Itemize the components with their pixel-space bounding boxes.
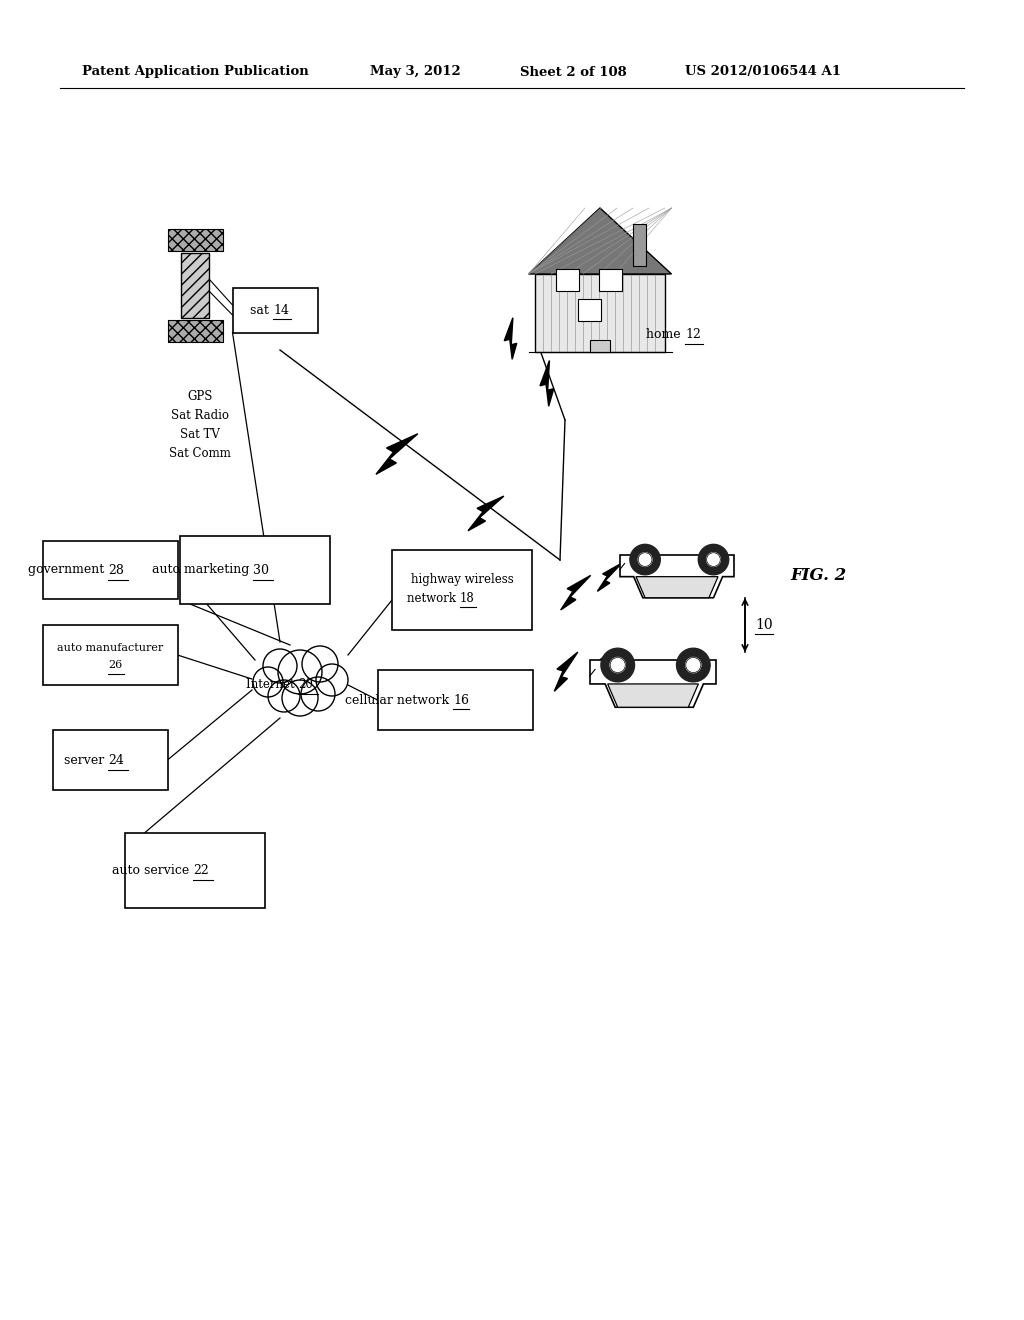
Polygon shape (607, 684, 698, 708)
Bar (52, 730, 168, 789)
Text: home: home (646, 329, 685, 342)
Text: Sat Radio: Sat Radio (171, 409, 229, 422)
Bar (392, 550, 532, 630)
Text: 28: 28 (108, 564, 124, 577)
Circle shape (677, 648, 710, 682)
Text: 18: 18 (460, 591, 475, 605)
Circle shape (282, 680, 318, 715)
Text: 26: 26 (108, 660, 122, 671)
Circle shape (630, 544, 660, 574)
Text: Sat Comm: Sat Comm (169, 447, 231, 459)
Polygon shape (620, 554, 734, 598)
Text: highway wireless: highway wireless (411, 573, 513, 586)
Bar (556, 269, 580, 290)
Polygon shape (468, 496, 504, 531)
Text: cellular network: cellular network (345, 693, 453, 706)
Text: Patent Application Publication: Patent Application Publication (82, 66, 309, 78)
Circle shape (263, 649, 297, 682)
Text: 22: 22 (193, 863, 209, 876)
Polygon shape (590, 660, 716, 708)
Text: 30: 30 (253, 564, 269, 577)
Circle shape (253, 667, 283, 697)
Circle shape (698, 544, 729, 574)
Text: server: server (63, 754, 108, 767)
Bar (168, 228, 222, 251)
Text: 20: 20 (298, 678, 313, 692)
Polygon shape (554, 652, 578, 692)
Circle shape (301, 677, 335, 711)
Polygon shape (561, 576, 591, 610)
Text: network: network (408, 591, 460, 605)
Circle shape (268, 680, 300, 711)
Circle shape (316, 664, 348, 696)
Bar (43, 624, 177, 685)
Bar (168, 228, 222, 251)
Bar (633, 223, 645, 265)
Bar (125, 833, 265, 908)
Text: sat: sat (250, 304, 273, 317)
Text: Sat TV: Sat TV (180, 428, 220, 441)
Polygon shape (597, 564, 622, 591)
Text: 12: 12 (685, 329, 700, 342)
Polygon shape (540, 360, 554, 407)
Circle shape (707, 553, 720, 566)
Bar (181, 252, 209, 318)
Bar (168, 319, 222, 342)
Text: May 3, 2012: May 3, 2012 (370, 66, 461, 78)
Polygon shape (504, 318, 517, 359)
Circle shape (686, 657, 700, 673)
Circle shape (302, 645, 338, 682)
Bar (181, 252, 209, 318)
Bar (535, 275, 665, 352)
Text: government: government (28, 564, 108, 577)
Circle shape (610, 657, 626, 673)
Circle shape (601, 648, 635, 682)
Text: 16: 16 (453, 693, 469, 706)
Bar (232, 288, 317, 333)
Text: auto marketing: auto marketing (152, 564, 253, 577)
Polygon shape (528, 209, 672, 275)
Polygon shape (376, 434, 418, 474)
Bar (168, 319, 222, 342)
Text: FIG. 2: FIG. 2 (790, 566, 846, 583)
Circle shape (278, 649, 322, 694)
Bar (578, 300, 601, 321)
Text: auto manufacturer: auto manufacturer (57, 643, 163, 653)
Bar (590, 341, 610, 352)
Text: US 2012/0106544 A1: US 2012/0106544 A1 (685, 66, 841, 78)
Polygon shape (636, 577, 718, 598)
Bar (378, 671, 532, 730)
Bar (599, 269, 623, 290)
Bar (43, 541, 177, 599)
Text: GPS: GPS (187, 389, 213, 403)
Text: 10: 10 (755, 618, 773, 632)
Text: auto service: auto service (112, 863, 193, 876)
Circle shape (638, 553, 652, 566)
Polygon shape (592, 651, 611, 682)
Text: 24: 24 (108, 754, 124, 767)
Text: Internet: Internet (246, 678, 298, 692)
Text: 14: 14 (273, 304, 289, 317)
Bar (180, 536, 330, 605)
Text: Sheet 2 of 108: Sheet 2 of 108 (520, 66, 627, 78)
